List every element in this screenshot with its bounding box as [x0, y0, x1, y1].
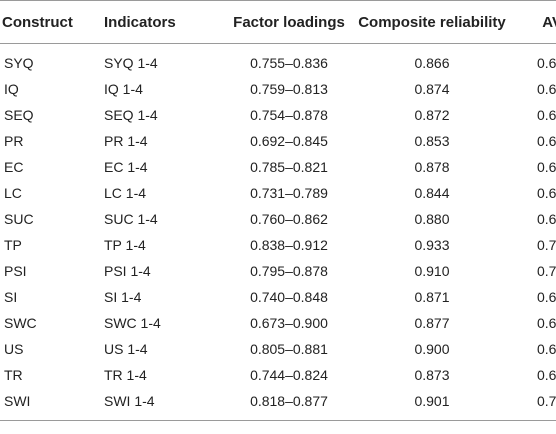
- cell-construct: TP: [4, 237, 22, 253]
- table-row: SEQ SEQ 1-4 0.754–0.878 0.872 0.631: [0, 102, 556, 128]
- cell-composite-reliability: 0.873: [414, 367, 450, 383]
- cell-indicators: LC 1-4: [104, 185, 147, 201]
- table-row: PSI PSI 1-4 0.795–0.878 0.910 0.717: [0, 258, 556, 284]
- cell-construct: TR: [4, 367, 23, 383]
- cell-composite-reliability: 0.874: [414, 81, 450, 97]
- cell-factor-loadings: 0.818–0.877: [226, 388, 352, 421]
- cell-factor-loadings: 0.760–0.862: [250, 211, 328, 227]
- table-row: IQ IQ 1-4 0.759–0.813 0.874 0.634: [0, 76, 556, 102]
- measurement-model-table: Construct Indicators Factor loadings Com…: [0, 0, 556, 421]
- cell-construct: SUC: [4, 211, 34, 227]
- cell-factor-loadings: 0.759–0.813: [250, 81, 328, 97]
- cell-factor-loadings: 0.740–0.848: [250, 289, 328, 305]
- cell-composite-reliability: 0.933: [414, 237, 450, 253]
- cell-construct: SWI: [0, 388, 90, 421]
- table-row: TR TR 1-4 0.744–0.824 0.873 0.633: [0, 362, 556, 388]
- cell-ave: 0.675: [536, 185, 556, 201]
- cell-construct: PR: [4, 133, 24, 149]
- table-row: TP TP 1-4 0.838–0.912 0.933 0.776: [0, 232, 556, 258]
- header-construct: Construct: [0, 0, 90, 44]
- cell-indicators: SWI 1-4: [90, 388, 226, 421]
- cell-ave: 0.694: [536, 341, 556, 357]
- cell-factor-loadings: 0.755–0.836: [250, 55, 328, 71]
- cell-composite-reliability: 0.880: [414, 211, 450, 227]
- cell-factor-loadings: 0.805–0.881: [250, 341, 328, 357]
- cell-factor-loadings: 0.785–0.821: [250, 159, 328, 175]
- table-body: SYQ SYQ 1-4 0.755–0.836 0.866 0.619 IQ IQ 1-4 0…: [0, 44, 556, 421]
- table-row: PR PR 1-4 0.692–0.845 0.853 0.694: [0, 128, 556, 154]
- cell-indicators: PSI 1-4: [104, 263, 151, 279]
- cell-construct: SWC: [4, 315, 37, 331]
- table-row: SWC SWC 1-4 0.673–0.900 0.877 0.644: [0, 310, 556, 336]
- cell-indicators: SWC 1-4: [104, 315, 161, 331]
- table-row: LC LC 1-4 0.731–0.789 0.844 0.675: [0, 180, 556, 206]
- cell-construct: SI: [4, 289, 18, 305]
- cell-factor-loadings: 0.795–0.878: [250, 263, 328, 279]
- table-row: US US 1-4 0.805–0.881 0.900 0.694: [0, 336, 556, 362]
- table-row: SYQ SYQ 1-4 0.755–0.836 0.866 0.619: [0, 44, 556, 77]
- cell-composite-reliability: 0.872: [414, 107, 450, 123]
- cell-ave: 0.619: [536, 55, 556, 71]
- cell-factor-loadings: 0.838–0.912: [250, 237, 328, 253]
- cell-composite-reliability: 0.866: [414, 55, 450, 71]
- cell-factor-loadings: 0.673–0.900: [250, 315, 328, 331]
- cell-ave: 0.694: [536, 133, 556, 149]
- cell-composite-reliability: 0.910: [414, 263, 450, 279]
- cell-ave: 0.633: [536, 367, 556, 383]
- cell-composite-reliability: 0.877: [414, 315, 450, 331]
- cell-factor-loadings: 0.744–0.824: [250, 367, 328, 383]
- table-row: SUC SUC 1-4 0.760–0.862 0.880 0.648: [0, 206, 556, 232]
- cell-ave: 0.717: [536, 263, 556, 279]
- cell-factor-loadings: 0.731–0.789: [250, 185, 328, 201]
- cell-composite-reliability: 0.871: [414, 289, 450, 305]
- table-row: SI SI 1-4 0.740–0.848 0.871 0.629: [0, 284, 556, 310]
- cell-indicators: IQ 1-4: [104, 81, 143, 97]
- cell-composite-reliability: 0.853: [414, 133, 450, 149]
- cell-composite-reliability: 0.844: [414, 185, 450, 201]
- cell-ave: 0.631: [536, 107, 556, 123]
- cell-indicators: TR 1-4: [104, 367, 147, 383]
- cell-construct: PSI: [4, 263, 27, 279]
- cell-composite-reliability: 0.900: [414, 341, 450, 357]
- cell-indicators: SYQ 1-4: [104, 55, 158, 71]
- cell-indicators: EC 1-4: [104, 159, 148, 175]
- cell-composite-reliability: 0.901: [352, 388, 512, 421]
- table-row: EC EC 1-4 0.785–0.821 0.878 0.644: [0, 154, 556, 180]
- cell-construct: US: [4, 341, 24, 357]
- cell-construct: SYQ: [4, 55, 34, 71]
- header-row: Construct Indicators Factor loadings Com…: [0, 0, 556, 44]
- cell-indicators: SI 1-4: [104, 289, 142, 305]
- cell-ave: 0.776: [536, 237, 556, 253]
- cell-ave: 0.703: [512, 388, 556, 421]
- cell-ave: 0.644: [536, 159, 556, 175]
- header-composite-reliability: Composite reliability: [352, 0, 512, 44]
- cell-indicators: PR 1-4: [104, 133, 148, 149]
- cell-ave: 0.629: [536, 289, 556, 305]
- header-factor-loadings: Factor loadings: [226, 0, 352, 44]
- cell-composite-reliability: 0.878: [414, 159, 450, 175]
- cell-construct: EC: [4, 159, 24, 175]
- cell-construct: LC: [4, 185, 22, 201]
- cell-indicators: TP 1-4: [104, 237, 146, 253]
- cell-indicators: SEQ 1-4: [104, 107, 158, 123]
- cell-factor-loadings: 0.692–0.845: [250, 133, 328, 149]
- cell-factor-loadings: 0.754–0.878: [250, 107, 328, 123]
- cell-ave: 0.648: [536, 211, 556, 227]
- header-indicators: Indicators: [90, 0, 226, 44]
- table-header: Construct Indicators Factor loadings Com…: [0, 0, 556, 44]
- cell-ave: 0.634: [536, 81, 556, 97]
- cell-ave: 0.644: [536, 315, 556, 331]
- cell-construct: IQ: [4, 81, 19, 97]
- header-ave: AVE: [512, 0, 556, 44]
- cell-indicators: SUC 1-4: [104, 211, 158, 227]
- cell-construct: SEQ: [4, 107, 34, 123]
- cell-indicators: US 1-4: [104, 341, 148, 357]
